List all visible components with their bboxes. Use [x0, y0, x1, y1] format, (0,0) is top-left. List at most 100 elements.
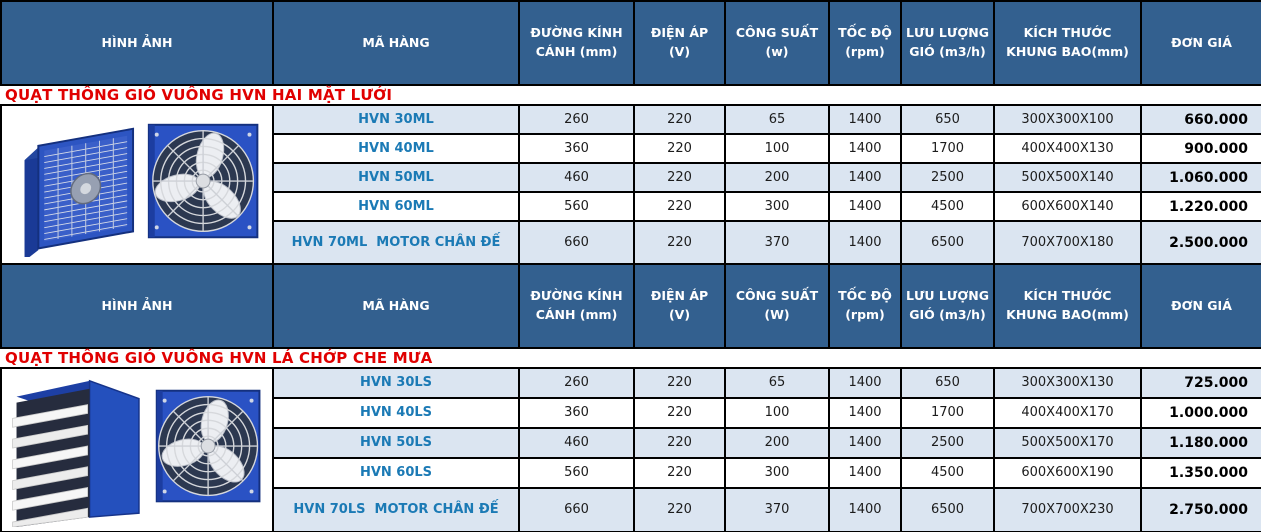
- table-row: HVN 60LS 560 220 300 1400 4500 600X600X1…: [1, 456, 1261, 489]
- cell-power: 370: [724, 486, 830, 532]
- cell-code: HVN 30LS: [272, 367, 520, 399]
- table-row: HVN 70LS MOTOR CHÂN ĐẾ 660 220 370 1400 …: [1, 486, 1261, 532]
- louver-fan-unit: [12, 379, 140, 528]
- cell-power: 370: [724, 220, 830, 265]
- col-header-speed: TỐC ĐỘ (rpm): [828, 0, 902, 86]
- col-header-power: CÔNG SUẤT (w): [724, 0, 830, 86]
- cell-power: 300: [724, 191, 830, 222]
- cell-frame: 300X300X130: [993, 367, 1142, 399]
- cell-price: 725.000: [1140, 367, 1261, 399]
- cell-code: HVN 40LS: [272, 396, 520, 429]
- cell-code: HVN 50ML: [272, 162, 520, 193]
- cell-code: HVN 50LS: [272, 426, 520, 459]
- table-row: HVN 30ML 260 220 65 1400 650 300X300X100…: [0, 104, 1261, 265]
- col-header-voltage: ĐIỆN ÁP (V): [633, 263, 726, 349]
- cell-voltage: 220: [633, 426, 726, 459]
- cell-diameter: 660: [518, 486, 635, 532]
- cell-price: 900.000: [1140, 133, 1261, 164]
- cell-voltage: 220: [633, 191, 726, 222]
- cell-frame: 500X500X140: [993, 162, 1142, 193]
- table-row: HVN 30LS 260 220 65 1400 650 300X300X130…: [0, 367, 1261, 532]
- cell-diameter: 460: [518, 426, 635, 459]
- cell-power: 100: [724, 396, 830, 429]
- col-header-code: MÃ HÀNG: [272, 0, 520, 86]
- section1-title: QUẠT THÔNG GIÓ VUÔNG HVN HAI MẶT LƯỚI: [0, 86, 1261, 104]
- cell-airflow: 6500: [900, 220, 995, 265]
- cell-speed: 1400: [828, 456, 902, 489]
- col-header-price: ĐƠN GIÁ: [1140, 0, 1261, 86]
- cell-frame: 700X700X230: [993, 486, 1142, 532]
- fan-front-unit: [155, 389, 261, 503]
- cell-speed: 1400: [828, 367, 902, 399]
- table-row: HVN 50ML 460 220 200 1400 2500 500X500X1…: [1, 162, 1261, 193]
- cell-power: 300: [724, 456, 830, 489]
- cell-voltage: 220: [633, 456, 726, 489]
- cell-speed: 1400: [828, 220, 902, 265]
- cell-airflow: 4500: [900, 191, 995, 222]
- cell-speed: 1400: [828, 162, 902, 193]
- cell-airflow: 1700: [900, 396, 995, 429]
- cell-speed: 1400: [828, 486, 902, 532]
- col-header-airflow: LƯU LƯỢNG GIÓ (m3/h): [900, 0, 995, 86]
- cell-code: HVN 60LS: [272, 456, 520, 489]
- col-header-diameter: ĐƯỜNG KÍNH CÁNH (mm): [518, 263, 635, 349]
- cell-voltage: 220: [633, 396, 726, 429]
- table-row: HVN 60ML 560 220 300 1400 4500 600X600X1…: [1, 191, 1261, 222]
- col-header-price: ĐƠN GIÁ: [1140, 263, 1261, 349]
- col-header-speed: TỐC ĐỘ (rpm): [828, 263, 902, 349]
- cell-frame: 700X700X180: [993, 220, 1142, 265]
- cell-power: 100: [724, 133, 830, 164]
- cell-voltage: 220: [633, 220, 726, 265]
- cell-diameter: 260: [518, 104, 635, 135]
- cell-price: 1.000.000: [1140, 396, 1261, 429]
- table-row: HVN 50LS 460 220 200 1400 2500 500X500X1…: [1, 426, 1261, 459]
- cell-frame: 600X600X190: [993, 456, 1142, 489]
- two-mesh-fan-product-image: [24, 123, 259, 261]
- table-row: HVN 40ML 360 220 100 1400 1700 400X400X1…: [1, 133, 1261, 164]
- cell-speed: 1400: [828, 426, 902, 459]
- header-row: HÌNH ẢNH MÃ HÀNG ĐƯỜNG KÍNH CÁNH (mm) ĐI…: [0, 0, 1261, 86]
- product-photo-cell: [0, 367, 274, 532]
- col-header-voltage: ĐIỆN ÁP (V): [633, 0, 726, 86]
- mesh-fan-unit: [24, 127, 135, 261]
- col-header-image: HÌNH ẢNH: [0, 0, 274, 86]
- product-photo-cell: [0, 104, 274, 265]
- cell-speed: 1400: [828, 396, 902, 429]
- cell-power: 200: [724, 162, 830, 193]
- cell-airflow: 650: [900, 104, 995, 135]
- col-header-diameter: ĐƯỜNG KÍNH CÁNH (mm): [518, 0, 635, 86]
- cell-airflow: 650: [900, 367, 995, 399]
- cell-price: 660.000: [1140, 104, 1261, 135]
- col-header-frame: KÍCH THƯỚC KHUNG BAO(mm): [993, 263, 1142, 349]
- cell-speed: 1400: [828, 104, 902, 135]
- cell-frame: 600X600X140: [993, 191, 1142, 222]
- section1-data-table: HVN 30ML 260 220 65 1400 650 300X300X100…: [0, 104, 1261, 265]
- table-row: HVN 40LS 360 220 100 1400 1700 400X400X1…: [1, 396, 1261, 429]
- cell-airflow: 2500: [900, 162, 995, 193]
- cell-price: 1.350.000: [1140, 456, 1261, 489]
- cell-voltage: 220: [633, 104, 726, 135]
- cell-code: HVN 70LS MOTOR CHÂN ĐẾ: [272, 486, 520, 532]
- section2-header-table: HÌNH ẢNH MÃ HÀNG ĐƯỜNG KÍNH CÁNH (mm) ĐI…: [0, 263, 1261, 349]
- rain-louver-fan-product-image: [12, 379, 261, 528]
- cell-price: 2.750.000: [1140, 486, 1261, 532]
- cell-power: 65: [724, 104, 830, 135]
- cell-power: 65: [724, 367, 830, 399]
- cell-airflow: 6500: [900, 486, 995, 532]
- cell-diameter: 560: [518, 456, 635, 489]
- section1-header-table: HÌNH ẢNH MÃ HÀNG ĐƯỜNG KÍNH CÁNH (mm) ĐI…: [0, 0, 1261, 86]
- section2-data-table: HVN 30LS 260 220 65 1400 650 300X300X130…: [0, 367, 1261, 532]
- section2-title: QUẠT THÔNG GIÓ VUÔNG HVN LÁ CHỚP CHE MƯA: [0, 349, 1261, 367]
- header-row: HÌNH ẢNH MÃ HÀNG ĐƯỜNG KÍNH CÁNH (mm) ĐI…: [0, 263, 1261, 349]
- cell-code: HVN 60ML: [272, 191, 520, 222]
- cell-code: HVN 40ML: [272, 133, 520, 164]
- cell-code: HVN 70ML MOTOR CHÂN ĐẾ: [272, 220, 520, 265]
- table-row: HVN 70ML MOTOR CHÂN ĐẾ 660 220 370 1400 …: [1, 220, 1261, 265]
- cell-price: 1.220.000: [1140, 191, 1261, 222]
- cell-frame: 400X400X130: [993, 133, 1142, 164]
- cell-price: 2.500.000: [1140, 220, 1261, 265]
- cell-frame: 300X300X100: [993, 104, 1142, 135]
- cell-voltage: 220: [633, 486, 726, 532]
- cell-diameter: 360: [518, 396, 635, 429]
